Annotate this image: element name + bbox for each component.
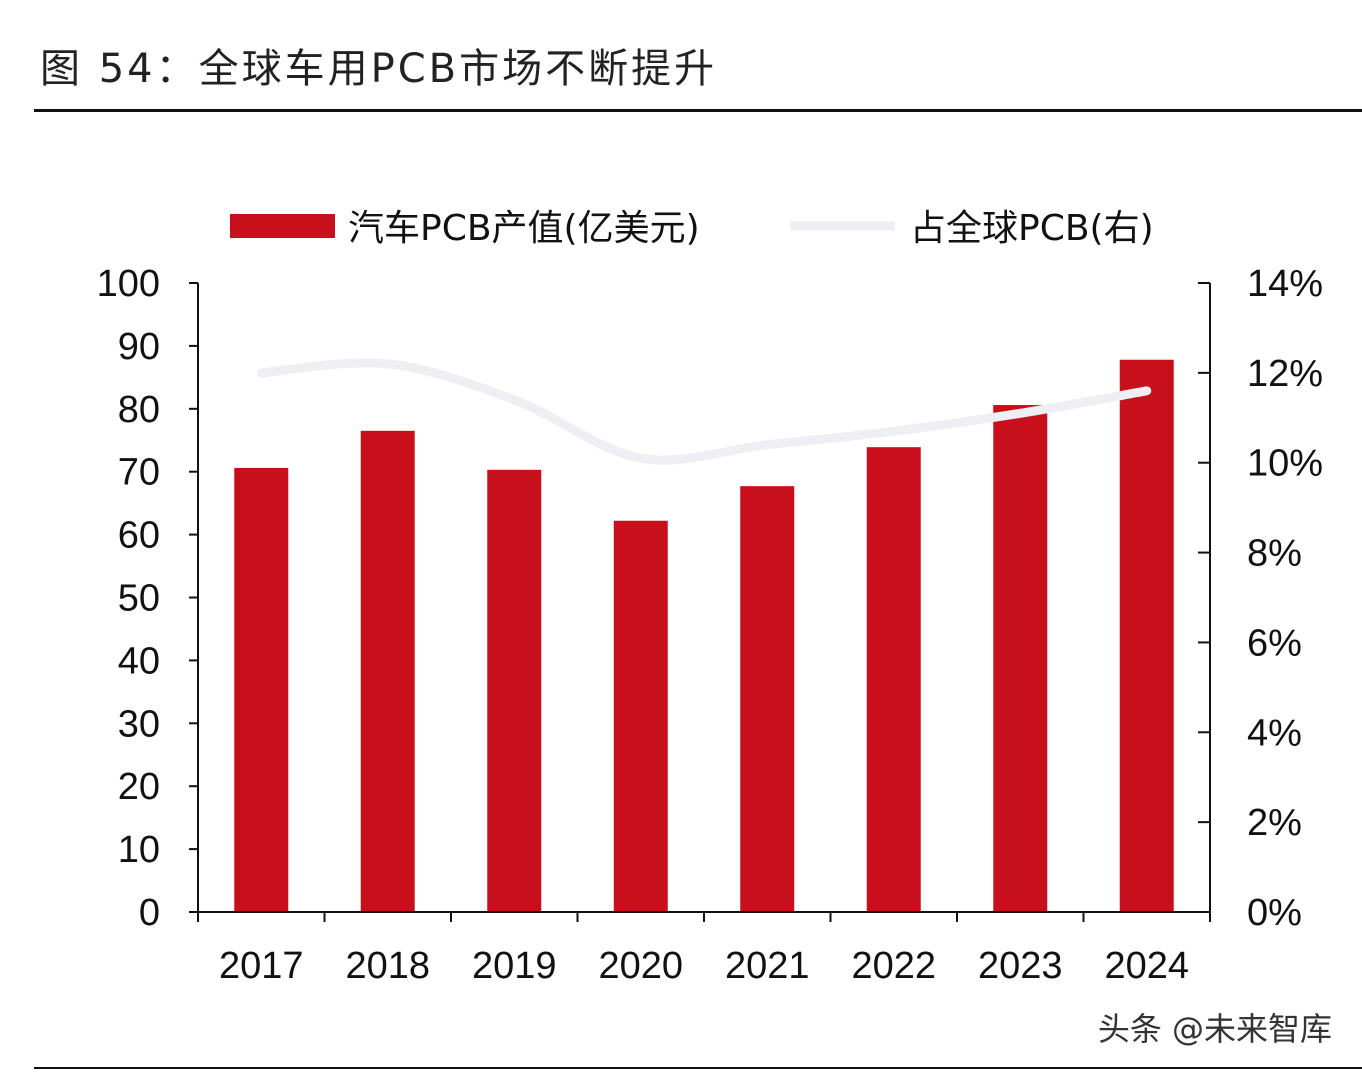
watermark: 头条 @未来智库 bbox=[1097, 1010, 1332, 1048]
x-tick-label: 2024 bbox=[1104, 945, 1189, 987]
right-tick-label: 10% bbox=[1247, 443, 1323, 485]
legend-bar-swatch bbox=[230, 214, 335, 238]
bar-2023 bbox=[993, 405, 1048, 912]
left-tick-label: 60 bbox=[118, 515, 160, 557]
right-tick-label: 0% bbox=[1247, 892, 1302, 934]
share-line bbox=[256, 358, 1152, 465]
bar-2021 bbox=[740, 486, 795, 912]
left-tick-label: 30 bbox=[118, 703, 160, 745]
left-tick-label: 100 bbox=[97, 263, 160, 305]
x-tick-label: 2021 bbox=[725, 945, 810, 987]
legend-line-label: 占全球PCB(右) bbox=[910, 208, 1154, 249]
x-tick-label: 2020 bbox=[598, 945, 683, 987]
legend-bar-label: 汽车PCB产值(亿美元) bbox=[348, 208, 700, 249]
left-tick-label: 20 bbox=[118, 766, 160, 808]
right-tick-label: 2% bbox=[1247, 802, 1302, 844]
bar-2017 bbox=[234, 467, 289, 912]
left-tick-label: 80 bbox=[118, 389, 160, 431]
left-tick-label: 70 bbox=[118, 452, 160, 494]
bar-2019 bbox=[487, 469, 542, 912]
left-tick-label: 50 bbox=[118, 578, 160, 620]
bottom-rule bbox=[34, 1067, 1362, 1069]
bar-2020 bbox=[613, 520, 668, 912]
left-tick-label: 40 bbox=[118, 640, 160, 682]
right-tick-label: 6% bbox=[1247, 622, 1302, 664]
left-tick-label: 90 bbox=[118, 326, 160, 368]
bar-2018 bbox=[360, 430, 415, 912]
x-tick-label: 2022 bbox=[851, 945, 936, 987]
top-rule bbox=[34, 109, 1362, 112]
right-tick-label: 14% bbox=[1247, 263, 1323, 305]
bar-2022 bbox=[866, 447, 921, 912]
left-tick-label: 0 bbox=[139, 892, 160, 934]
bar-2024 bbox=[1119, 359, 1174, 912]
right-tick-label: 8% bbox=[1247, 533, 1302, 575]
x-tick-label: 2018 bbox=[345, 945, 430, 987]
right-tick-label: 12% bbox=[1247, 353, 1323, 395]
x-tick-label: 2017 bbox=[219, 945, 304, 987]
x-tick-label: 2023 bbox=[978, 945, 1063, 987]
left-tick-label: 10 bbox=[118, 829, 160, 871]
figure-title: 图 54：全球车用PCB市场不断提升 bbox=[40, 46, 718, 92]
x-tick-label: 2019 bbox=[472, 945, 557, 987]
right-tick-label: 4% bbox=[1247, 712, 1302, 754]
